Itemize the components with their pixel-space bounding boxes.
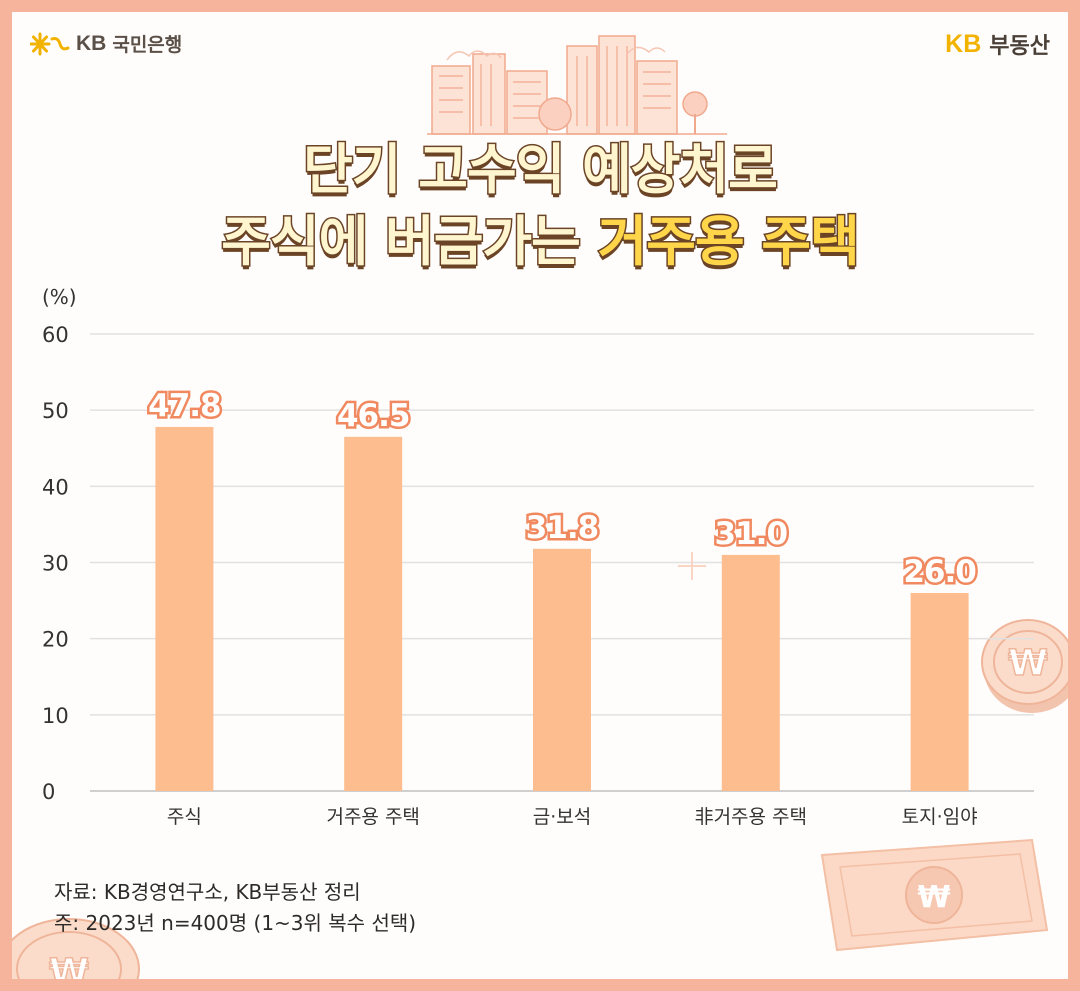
kb-bank-name: 국민은행 — [112, 34, 183, 56]
headline-line-2-highlight: 거주용 주택 — [596, 209, 861, 275]
y-tick-label: 20 — [42, 628, 69, 652]
svg-text:₩: ₩ — [49, 952, 89, 979]
headline-line-2-prefix: 주식에 버금가는 — [220, 209, 583, 275]
y-tick-label: 10 — [42, 704, 69, 728]
y-tick-label: 50 — [42, 399, 69, 423]
data-label: 47.8 — [148, 388, 221, 424]
svg-text:₩: ₩ — [917, 880, 950, 915]
y-tick-label: 40 — [42, 475, 69, 499]
y-tick-label: 0 — [42, 780, 55, 804]
kb-bank-logo: KB 국민은행 — [30, 30, 182, 57]
headline-line-2: 주식에 버금가는 거주용 주택 — [12, 197, 1068, 276]
kb-bank-logo-text: KB — [76, 31, 107, 55]
won-banknote-icon: ₩ — [820, 838, 1049, 952]
bar-chart: 0 10 20 30 40 50 60 47.8 주식 46.5 거주용 주택 31.8 금·보석 31… — [42, 285, 1034, 828]
x-tick-label: 非거주용 주택 — [695, 806, 807, 828]
bar — [344, 436, 403, 791]
x-tick-label: 거주용 주택 — [326, 806, 419, 828]
kb-realty-logo-text: KB — [945, 29, 982, 58]
bar — [533, 548, 591, 791]
won-coin-icon: ₩ — [12, 918, 140, 979]
data-label: 46.5 — [337, 398, 410, 434]
x-tick-label: 토지·임야 — [902, 806, 978, 828]
won-coin-icon: ₩ — [981, 619, 1068, 713]
data-label: 31.0 — [715, 516, 788, 552]
bar — [910, 592, 969, 791]
source-line: 자료: KB경영연구소, KB부동산 정리 — [54, 880, 361, 904]
x-tick-label: 금·보석 — [533, 806, 591, 828]
y-tick-label: 30 — [42, 552, 69, 576]
source-note: 자료: KB경영연구소, KB부동산 정리 주: 2023년 n=400명 (1… — [54, 877, 416, 939]
kb-star-logo-icon — [30, 32, 70, 55]
y-axis-unit-label: (%) — [42, 285, 77, 309]
y-tick-label: 60 — [42, 323, 69, 347]
data-label: 26.0 — [903, 554, 976, 590]
data-label: 31.8 — [526, 510, 599, 546]
kb-realty-logo: KB 부동산 — [945, 28, 1050, 60]
kb-realty-name: 부동산 — [989, 34, 1050, 59]
bar — [721, 554, 780, 791]
card-frame: KB 국민은행 KB 부동산 단기 고수 — [12, 12, 1068, 979]
x-tick-label: 주식 — [167, 806, 202, 828]
footnote-line: 주: 2023년 n=400명 (1~3위 복수 선택) — [54, 911, 417, 935]
svg-text:₩: ₩ — [1008, 643, 1048, 684]
sparkle-icon — [678, 552, 706, 580]
bar — [155, 426, 214, 791]
skyline-illustration — [427, 35, 727, 135]
headline-line-1: 단기 고수익 예상처로 — [302, 137, 780, 203]
